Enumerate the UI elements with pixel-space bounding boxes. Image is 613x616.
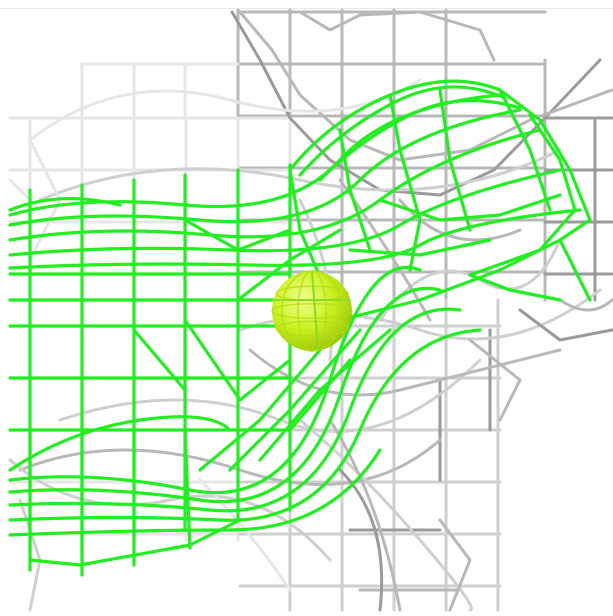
green-mesh-edge	[468, 273, 562, 302]
ligand-sphere-body	[272, 271, 352, 351]
gray-mesh-edge	[28, 78, 422, 142]
green-mesh-edge	[8, 168, 562, 257]
green-mesh-edge	[8, 307, 462, 513]
ligand-sphere	[271, 270, 353, 352]
green-mesh-edge	[558, 238, 592, 302]
green-mesh-edge	[132, 328, 187, 392]
green-mesh-edge	[468, 113, 577, 277]
green-mesh-edge	[338, 128, 372, 252]
green-mesh-edge	[311, 271, 319, 351]
gray-mesh-edge	[238, 10, 613, 162]
green-mesh-edge	[298, 85, 507, 177]
green-mesh-edge	[258, 328, 392, 462]
green-mesh-edge	[236, 228, 342, 302]
ligand-sphere-latitude	[271, 303, 353, 319]
green-mesh-edge	[8, 265, 422, 495]
green-mesh-edge	[8, 108, 522, 227]
green-mesh-edge	[228, 328, 362, 472]
green-density-mesh	[8, 79, 592, 577]
gray-mesh-edge	[438, 518, 472, 612]
gray-mesh-edge	[298, 10, 496, 62]
gray-mesh-edge	[38, 148, 562, 202]
gray-mesh-edge	[398, 198, 522, 242]
gray-mesh-edge	[338, 468, 384, 612]
gray-mesh-edge	[58, 358, 482, 433]
gray-mesh-edge	[8, 178, 42, 212]
gray-mesh-edge	[248, 348, 562, 397]
green-mesh-edge	[348, 238, 492, 257]
green-mesh-edge	[8, 448, 382, 537]
gray-mesh-edge	[558, 298, 613, 312]
top-divider	[0, 8, 613, 9]
green-mesh-edge	[8, 196, 122, 212]
green-mesh-edge	[438, 88, 472, 232]
ligand-sphere-latitude	[275, 320, 349, 337]
gray-mesh-edge	[328, 418, 402, 612]
green-mesh-edge	[198, 348, 322, 472]
green-mesh-edge	[378, 193, 562, 222]
green-mesh-edge	[288, 358, 352, 432]
gray-mesh-edge	[518, 308, 613, 342]
green-mesh-edge	[183, 318, 292, 402]
green-mesh-edge	[8, 415, 232, 472]
green-mesh-edge	[8, 328, 482, 522]
green-mesh-edge	[498, 88, 552, 212]
green-mesh-edge	[183, 428, 192, 550]
ligand-sphere-longitude	[281, 270, 343, 352]
gray-mesh-edge	[468, 338, 522, 422]
green-mesh-edge	[388, 93, 422, 272]
green-mesh-edge	[183, 218, 292, 252]
green-mesh-edge	[8, 208, 582, 270]
